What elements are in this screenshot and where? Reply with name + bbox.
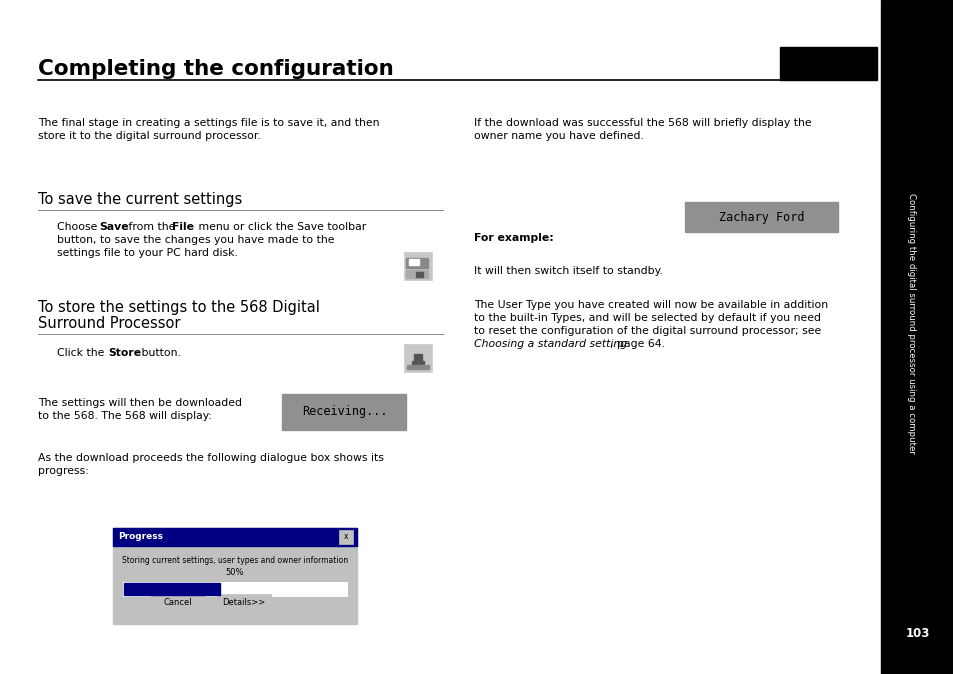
Text: x: x <box>343 532 348 541</box>
Text: File: File <box>172 222 194 232</box>
Text: Completing the configuration: Completing the configuration <box>38 59 394 80</box>
Text: Receiving...: Receiving... <box>301 406 387 419</box>
Bar <box>404 252 432 280</box>
Text: button.: button. <box>138 348 181 358</box>
Text: Surround Processor: Surround Processor <box>38 316 180 331</box>
Text: Configuring the digital surround processor using a computer: Configuring the digital surround process… <box>906 193 916 454</box>
Text: Click the: Click the <box>57 348 108 358</box>
Text: Details>>: Details>> <box>222 599 265 607</box>
Text: settings file to your PC hard disk.: settings file to your PC hard disk. <box>57 248 238 258</box>
Bar <box>216 594 271 612</box>
Text: To save the current settings: To save the current settings <box>38 192 242 207</box>
Text: 50%: 50% <box>225 568 244 577</box>
Bar <box>122 582 346 596</box>
Bar <box>409 259 419 265</box>
Text: to the built-in Types, and will be selected by default if you need: to the built-in Types, and will be selec… <box>474 313 821 323</box>
Text: store it to the digital surround processor.: store it to the digital surround process… <box>38 131 260 141</box>
Text: If the download was successful the 568 will briefly display the: If the download was successful the 568 w… <box>474 118 811 128</box>
Text: from the: from the <box>125 222 179 232</box>
Text: Zachary Ford: Zachary Ford <box>718 211 803 224</box>
Text: to the 568. The 568 will display:: to the 568. The 568 will display: <box>38 411 212 421</box>
Bar <box>151 594 204 612</box>
Text: Cancel: Cancel <box>163 599 192 607</box>
Bar <box>881 0 953 674</box>
Text: As the download proceeds the following dialogue box shows its: As the download proceeds the following d… <box>38 453 384 463</box>
Bar <box>404 344 432 372</box>
Text: button, to save the changes you have made to the: button, to save the changes you have mad… <box>57 235 335 245</box>
Text: Save: Save <box>99 222 129 232</box>
Text: Choose: Choose <box>57 222 101 232</box>
Text: Progress: Progress <box>118 532 163 541</box>
Text: Storing current settings, user types and owner information: Storing current settings, user types and… <box>121 556 347 565</box>
Text: The settings will then be downloaded: The settings will then be downloaded <box>38 398 242 408</box>
Bar <box>684 202 837 233</box>
Text: Choosing a standard setting: Choosing a standard setting <box>474 339 627 349</box>
Text: 103: 103 <box>904 627 929 640</box>
Bar <box>282 394 406 430</box>
Bar <box>414 354 422 362</box>
Bar <box>338 530 353 544</box>
Text: Store: Store <box>108 348 141 358</box>
Bar <box>412 361 424 366</box>
Bar <box>112 528 356 624</box>
Bar <box>112 528 356 546</box>
Bar <box>780 47 876 80</box>
Text: to reset the configuration of the digital surround processor; see: to reset the configuration of the digita… <box>474 326 821 336</box>
Bar <box>416 272 423 277</box>
Text: It will then switch itself to standby.: It will then switch itself to standby. <box>474 266 662 276</box>
Text: To store the settings to the 568 Digital: To store the settings to the 568 Digital <box>38 300 319 315</box>
Text: , page 64.: , page 64. <box>610 339 664 349</box>
Text: progress:: progress: <box>38 466 89 476</box>
Bar <box>406 270 428 278</box>
Text: menu or click the Save toolbar: menu or click the Save toolbar <box>195 222 366 232</box>
Text: The User Type you have created will now be available in addition: The User Type you have created will now … <box>474 300 827 310</box>
Text: owner name you have defined.: owner name you have defined. <box>474 131 643 141</box>
Bar <box>407 365 429 369</box>
Text: For example:: For example: <box>474 233 554 243</box>
Text: The final stage in creating a settings file is to save it, and then: The final stage in creating a settings f… <box>38 118 379 128</box>
Bar <box>406 258 428 268</box>
Bar <box>124 583 219 595</box>
